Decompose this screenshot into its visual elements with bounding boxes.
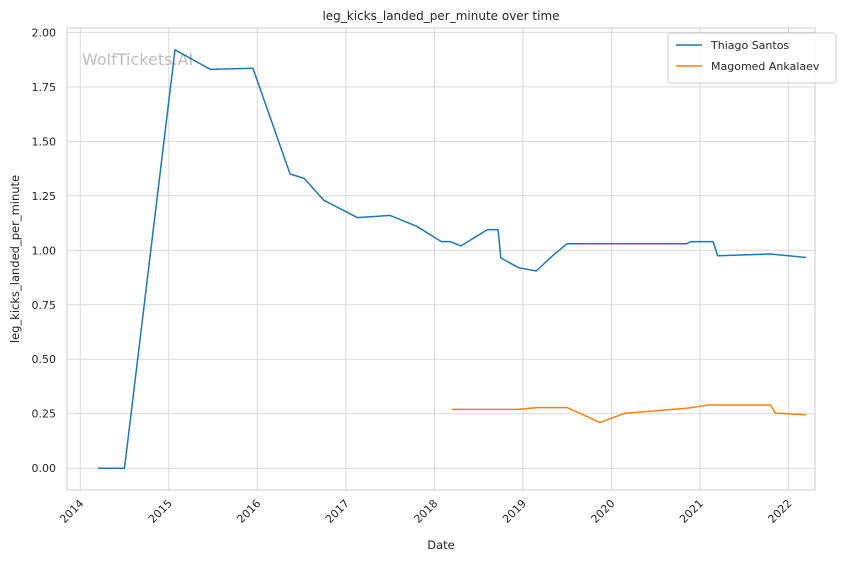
- y-tick-label: 0.25: [32, 408, 57, 421]
- series-line-magomed-ankalaev: [452, 404, 807, 424]
- x-tick-label: 2022: [766, 497, 795, 526]
- y-tick-label: 1.75: [32, 81, 57, 94]
- y-axis-ticks: 0.00 0.25 0.50 0.75 1.00 1.25 1.50 1.75 2.00: [32, 26, 57, 475]
- x-tick-label: 2016: [234, 497, 263, 526]
- x-axis-title: Date: [427, 538, 455, 552]
- x-tick-label: 2020: [589, 497, 618, 526]
- series-line-thiago-santos: [98, 49, 807, 469]
- x-tick-label: 2014: [57, 497, 86, 526]
- y-tick-label: 2.00: [32, 26, 57, 39]
- watermark-text: WolfTickets.AI: [82, 50, 193, 69]
- y-axis-title: leg_kicks_landed_per_minute: [8, 175, 22, 343]
- y-tick-label: 1.50: [32, 135, 57, 148]
- x-axis-ticks: 2014 2015 2016 2017 2018 2019 2020 2021 2022: [57, 497, 794, 526]
- x-tick-label: 2017: [323, 497, 352, 526]
- chart-title: leg_kicks_landed_per_minute over time: [322, 9, 559, 23]
- legend-label: Magomed Ankalaev: [711, 60, 820, 73]
- plot-area-frame: [66, 27, 816, 491]
- series-lines: [98, 49, 807, 469]
- y-tick-label: 0.50: [32, 353, 57, 366]
- legend-box: [667, 32, 837, 84]
- legend-label: Thiago Santos: [710, 39, 789, 52]
- x-tick-label: 2018: [411, 497, 440, 526]
- x-tick-label: 2021: [677, 497, 706, 526]
- y-tick-label: 1.00: [32, 244, 57, 257]
- y-tick-label: 0.75: [32, 299, 57, 312]
- x-tick-label: 2015: [146, 497, 175, 526]
- x-tick-label: 2019: [500, 497, 529, 526]
- y-tick-label: 0.00: [32, 462, 57, 475]
- y-tick-label: 1.25: [32, 190, 57, 203]
- grid-lines: [67, 28, 815, 490]
- legend: Thiago Santos Magomed Ankalaev: [667, 32, 837, 84]
